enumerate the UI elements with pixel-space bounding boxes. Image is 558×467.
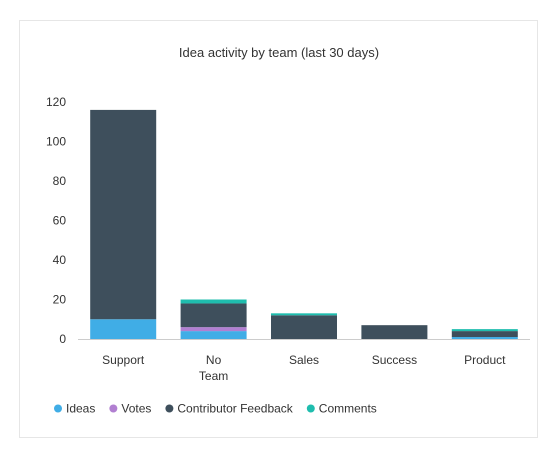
y-tick-label: 120 [46,95,66,109]
legend-label: Contributor Feedback [177,402,293,416]
y-tick-label: 20 [53,293,67,307]
legend-marker [165,404,174,413]
x-tick-label: Team [199,369,228,383]
bar-segment[interactable] [180,303,247,328]
legend-item[interactable]: Comments [306,402,377,416]
bar-segment[interactable] [180,331,247,339]
legend-item[interactable]: Ideas [54,402,95,416]
bar-segment[interactable] [180,327,247,332]
bars [90,109,518,339]
y-tick-label: 60 [53,214,67,228]
bar-segment[interactable] [451,329,518,332]
y-tick-label: 80 [53,174,67,188]
chart-title: Idea activity by team (last 30 days) [179,45,379,60]
bar-segment[interactable] [451,337,518,339]
bar-segment[interactable] [451,331,518,338]
x-tick-label: Sales [289,353,319,367]
x-tick-label: Product [464,353,506,367]
legend-label: Ideas [66,402,95,416]
legend: Ideas Votes Contributor Feedback Comments [54,402,377,416]
y-axis: 0 20 40 60 80 100 120 [46,95,66,346]
legend-label: Votes [121,402,151,416]
bar-segment[interactable] [361,325,428,339]
bar-segment[interactable] [90,319,157,339]
x-tick-label: Support [102,353,145,367]
x-tick-label: No [206,353,222,367]
legend-item[interactable]: Contributor Feedback [165,402,294,416]
bar-segment[interactable] [271,313,337,316]
legend-marker [306,404,315,413]
y-tick-label: 100 [46,135,66,149]
legend-marker [109,404,118,413]
y-tick-label: 0 [59,332,66,346]
legend-item[interactable]: Votes [109,402,151,416]
bar-segment[interactable] [180,299,247,304]
y-tick-label: 40 [53,253,67,267]
legend-label: Comments [319,402,377,416]
bar-segment[interactable] [271,315,337,339]
x-tick-label: Success [372,353,417,367]
x-axis: Support No Team Sales Success Product [102,353,506,383]
bar-segment[interactable] [90,109,157,320]
legend-marker [54,404,62,413]
